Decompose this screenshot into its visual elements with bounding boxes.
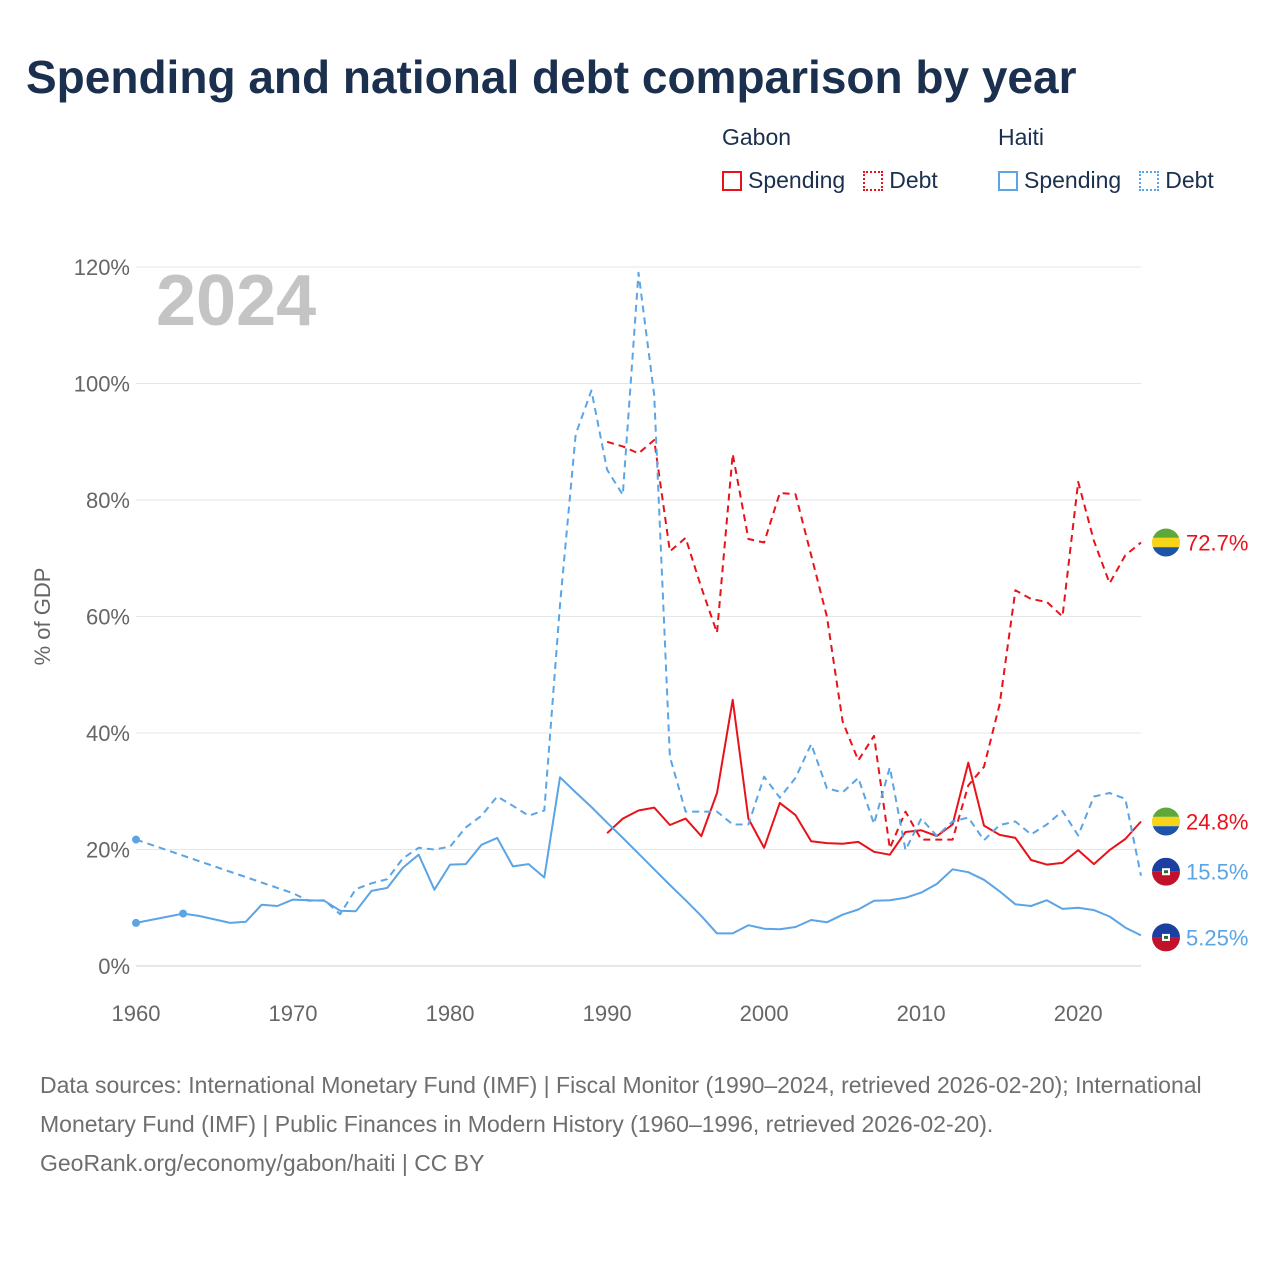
line-chart: 2024 0% 20% 40% 60% 80% 100% 120% 1960 1970 1980 19…	[30, 255, 1248, 1026]
flag-band	[1152, 528, 1180, 538]
flag-band	[1152, 923, 1180, 938]
data-point	[179, 909, 188, 918]
year-watermark: 2024	[156, 261, 316, 341]
data-point	[132, 918, 140, 927]
legend-solid-swatch-icon	[998, 170, 1018, 191]
x-tick-label: 1980	[426, 1001, 475, 1026]
chart-title: Spending and national debt comparison by…	[26, 51, 1077, 103]
flag-band	[1152, 816, 1180, 827]
footer: Data sources: International Monetary Fun…	[40, 1066, 1240, 1183]
legend-group-name: Haiti	[998, 124, 1045, 150]
legend-label: Spending	[1024, 167, 1122, 193]
series-line-haiti-debt	[135, 271, 1142, 916]
y-axis-label: % of GDP	[30, 568, 55, 666]
flag-emblem	[1164, 870, 1168, 874]
series-line-gabon-spending	[606, 698, 1142, 866]
legend-group-name: Gabon	[722, 124, 792, 150]
end-value-label: 24.8%	[1186, 810, 1248, 835]
x-tick-label: 2010	[897, 1001, 946, 1026]
legend-haiti-spending[interactable]: Spending	[998, 167, 1121, 194]
y-tick-label: 0%	[98, 954, 130, 979]
legend-label: Spending	[748, 167, 846, 193]
credit-link[interactable]: GeoRank.org/economy/gabon/haiti | CC BY	[40, 1150, 485, 1176]
flag-band	[1152, 871, 1180, 886]
legend-dotted-swatch-icon	[1139, 170, 1160, 191]
flag-band	[1152, 547, 1180, 557]
y-tick-label: 80%	[86, 488, 130, 513]
legend-haiti-debt[interactable]: Debt	[1139, 167, 1214, 194]
y-tick-label: 40%	[86, 721, 130, 746]
gabon-flag-icon	[1152, 807, 1180, 836]
data-sources: Data sources: International Monetary Fun…	[40, 1072, 1202, 1137]
x-tick-label: 1990	[583, 1001, 632, 1026]
data-point	[132, 835, 140, 844]
legend-dotted-swatch-icon	[863, 170, 884, 191]
end-value-label: 72.7%	[1186, 531, 1248, 556]
y-tick-label: 100%	[74, 372, 130, 397]
legend-solid-swatch-icon	[722, 170, 742, 191]
legend-label: Debt	[889, 167, 938, 193]
end-value-label: 15.5%	[1186, 860, 1248, 885]
haiti-flag-icon	[1152, 923, 1180, 952]
flag-band	[1152, 807, 1180, 817]
series-line-haiti-spending	[135, 776, 1142, 937]
legend-gabon-debt[interactable]: Debt	[863, 167, 938, 194]
x-tick-label: 2020	[1054, 1001, 1103, 1026]
y-tick-label: 120%	[74, 255, 130, 280]
legend-label: Debt	[1165, 167, 1214, 193]
y-tick-label: 60%	[86, 605, 130, 630]
end-value-label: 5.25%	[1186, 925, 1248, 950]
flag-band	[1152, 537, 1180, 548]
flag-band	[1152, 857, 1180, 872]
x-tick-label: 1960	[112, 1001, 161, 1026]
x-tick-label: 2000	[740, 1001, 789, 1026]
legend-group-gabon: Gabon Spending Debt	[722, 124, 938, 194]
haiti-flag-icon	[1152, 857, 1180, 886]
y-tick-label: 20%	[86, 838, 130, 863]
gabon-flag-icon	[1152, 528, 1180, 557]
flag-band	[1152, 937, 1180, 952]
series-line-gabon-debt	[606, 439, 1142, 850]
x-tick-label: 1970	[269, 1001, 318, 1026]
flag-emblem	[1164, 935, 1168, 939]
flag-band	[1152, 826, 1180, 836]
legend-group-haiti: Haiti Spending Debt	[998, 124, 1214, 194]
legend-gabon-spending[interactable]: Spending	[722, 167, 845, 194]
